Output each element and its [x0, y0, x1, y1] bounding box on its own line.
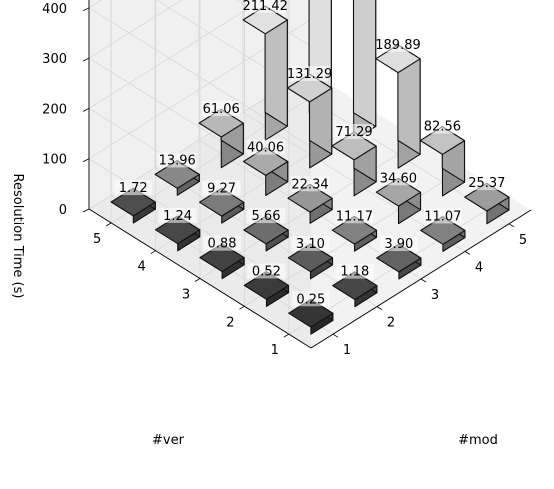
value-label: 3.10 — [296, 237, 325, 252]
value-label: 22.34 — [291, 177, 328, 192]
x-tick — [508, 223, 515, 228]
value-label-bg — [291, 176, 329, 192]
z-tick-label: 100 — [42, 153, 67, 168]
x-tick — [464, 251, 471, 255]
value-label-bg — [335, 124, 373, 140]
x-tick-label: 1 — [343, 343, 351, 358]
value-label-bg — [247, 208, 285, 224]
x-tick — [332, 333, 339, 338]
value-label: 40.06 — [247, 141, 284, 156]
value-label-bg — [158, 207, 197, 223]
value-label: 1.72 — [119, 181, 148, 196]
x-gridline — [242, 0, 466, 252]
bar-mod4-ver5 — [242, 5, 288, 141]
value-label-bg — [202, 101, 241, 117]
y-tick — [283, 333, 290, 338]
value-label-bg — [423, 118, 462, 134]
value-label-bg — [114, 180, 153, 196]
z-tick — [82, 108, 90, 112]
bar-mod3-ver3 — [287, 183, 333, 224]
value-label-bg — [335, 263, 374, 279]
value-label: 3.90 — [384, 237, 413, 252]
value-label: 82.56 — [424, 120, 461, 135]
y-tick-label: 4 — [137, 260, 145, 275]
value-label: 11.07 — [424, 209, 461, 224]
y-tick-label: 3 — [182, 288, 190, 303]
y-tick — [194, 278, 201, 282]
bar-mod5-ver4 — [352, 0, 377, 141]
value-label: 5.66 — [252, 209, 281, 224]
value-labels: 1.72 13.96 1.24 61.06 9.27 0.88 211.42 40.06 5.6… — [114, 0, 506, 307]
bar-mod3-ver4 — [242, 147, 289, 197]
x-tick-label: 4 — [475, 260, 483, 275]
z-tick-label: 0 — [59, 203, 67, 218]
x-tick-label: 2 — [387, 316, 395, 331]
y-tick-label: 5 — [93, 232, 101, 247]
value-label: 9.27 — [207, 181, 236, 196]
value-label-bg — [379, 170, 418, 186]
z-tick — [82, 57, 90, 62]
value-label: 61.06 — [203, 102, 240, 117]
value-label: 1.18 — [340, 265, 369, 280]
value-label: 0.52 — [252, 264, 281, 279]
value-label: 211.42 — [242, 0, 288, 14]
value-label-bg — [291, 235, 330, 251]
y-tick — [150, 250, 156, 255]
value-label-bg — [291, 291, 330, 307]
bar-face-side — [352, 0, 377, 128]
bars-group — [110, 0, 510, 335]
value-label: 0.25 — [296, 292, 325, 307]
value-label-bg — [290, 66, 329, 82]
bar-mod3-ver5 — [198, 108, 244, 169]
value-label: 131.29 — [287, 67, 333, 82]
value-label: 1.24 — [163, 209, 192, 224]
value-label: 0.88 — [208, 237, 237, 252]
bar-mod4-ver2 — [375, 177, 422, 225]
value-label-bg — [202, 180, 241, 196]
value-label-bg — [247, 263, 286, 279]
y-tick-label: 1 — [271, 343, 279, 358]
y-tick-label: 2 — [226, 315, 234, 330]
z-tick-label: 400 — [42, 2, 67, 17]
value-label: 189.89 — [375, 38, 421, 53]
z-axis-label: Resolution Time (s) — [10, 174, 25, 299]
value-label: 11.17 — [336, 209, 373, 224]
bar-mod4-ver4 — [286, 73, 333, 169]
bar-mod5-ver3 — [375, 44, 421, 169]
x-tick — [376, 306, 383, 310]
y-tick — [105, 222, 112, 227]
z-tick-label: 200 — [42, 102, 67, 117]
value-label: 71.29 — [335, 125, 372, 140]
y-tick — [239, 305, 245, 310]
value-label-bg — [203, 235, 241, 251]
x-tick-label: 3 — [431, 288, 439, 303]
value-label-bg — [379, 36, 417, 52]
z-tick-label: 300 — [42, 52, 67, 67]
value-label-bg — [246, 139, 285, 155]
value-label: 34.60 — [380, 171, 417, 186]
y-axis-label: #ver — [152, 433, 185, 448]
value-label-bg — [423, 208, 462, 224]
z-tick — [82, 7, 90, 12]
x-axis-label: #mod — [458, 433, 498, 448]
z-gridline — [156, 0, 312, 97]
value-label-bg — [246, 0, 285, 13]
value-label-bg — [467, 175, 506, 191]
x-tick — [420, 278, 427, 283]
value-label: 13.96 — [159, 153, 196, 168]
value-label-bg — [335, 208, 374, 224]
value-label-bg — [379, 236, 418, 252]
x-tick-label: 5 — [519, 233, 527, 248]
value-label: 25.37 — [468, 176, 505, 191]
z-tick — [82, 158, 90, 163]
value-label-bg — [158, 152, 197, 168]
axis-ticks: 12345123450100200300400500600 — [42, 0, 532, 358]
z-tick — [82, 208, 90, 213]
